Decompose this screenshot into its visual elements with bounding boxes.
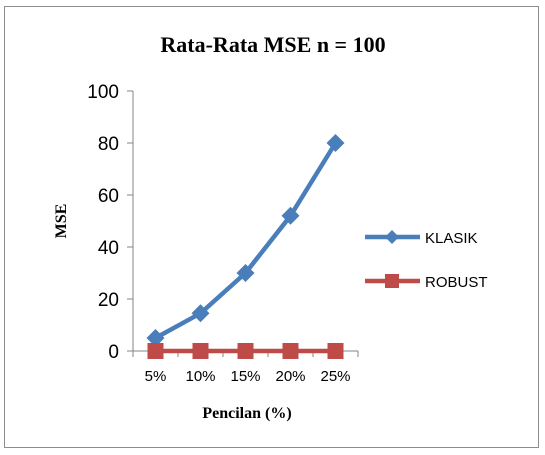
y-tick-label: 60 (98, 186, 119, 207)
chart-title: Rata-Rata MSE n = 100 (160, 32, 385, 57)
y-tick-label: 100 (87, 82, 119, 103)
axes (127, 90, 359, 357)
data-point-robust (282, 343, 299, 359)
chart-frame (4, 6, 539, 448)
legend: KLASIK ROBUST (365, 230, 488, 291)
data-point-klasik (146, 329, 165, 347)
series-layer (146, 134, 345, 359)
data-point-robust (327, 343, 344, 359)
data-point-klasik (191, 304, 210, 323)
x-tick-label: 15% (230, 368, 260, 385)
data-point-klasik (236, 264, 255, 282)
legend-marker-robust (385, 274, 399, 288)
data-point-robust (147, 343, 164, 359)
data-point-robust (192, 343, 209, 359)
x-tick-labels: 5% 10% 15% 20% 25% (145, 368, 351, 385)
legend-label-robust: ROBUST (425, 274, 488, 291)
x-axis-title: Pencilan (%) (202, 405, 291, 422)
y-axis-title: MSE (53, 204, 70, 239)
y-tick-label: 0 (108, 342, 119, 363)
data-point-klasik (326, 134, 345, 152)
legend-marker-klasik (385, 230, 399, 244)
y-tick-labels: 0 20 40 60 80 100 (87, 82, 119, 363)
data-point-robust (237, 343, 254, 359)
y-tick-label: 20 (98, 290, 119, 311)
x-tick-label: 20% (275, 368, 305, 385)
x-tick-label: 25% (320, 368, 350, 385)
series-line-klasik (154, 141, 338, 340)
x-tick-label: 5% (145, 368, 167, 385)
legend-label-klasik: KLASIK (425, 230, 478, 247)
y-tick-label: 40 (98, 238, 119, 259)
y-tick-label: 80 (98, 134, 119, 155)
x-tick-label: 10% (185, 368, 215, 385)
data-point-klasik (281, 206, 300, 225)
